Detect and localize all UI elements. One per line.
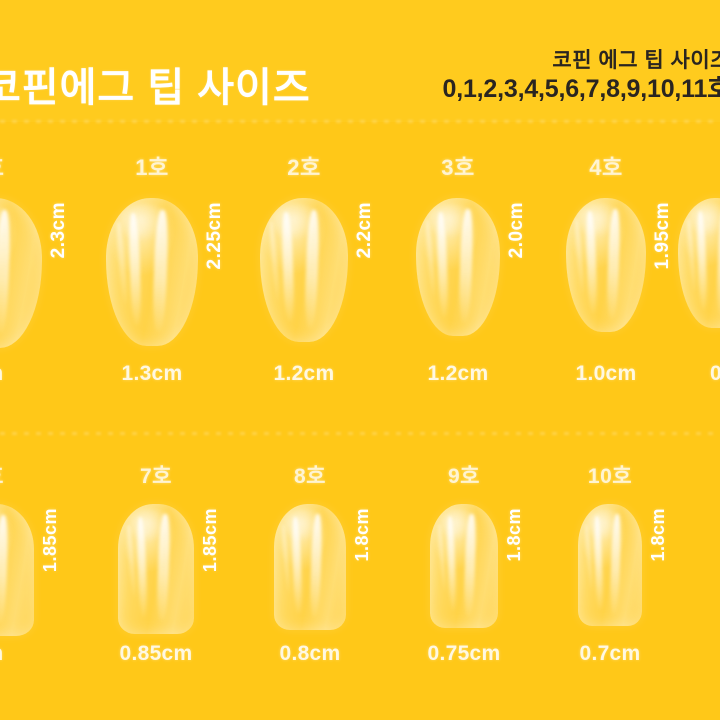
nail-tip-image bbox=[0, 198, 42, 348]
nail-length-label: 1.85cm bbox=[200, 508, 220, 573]
nail-width-label: 0.8cm bbox=[279, 642, 341, 665]
size-number-label: 호 bbox=[0, 460, 66, 490]
nail-width-label: 1.2cm bbox=[427, 362, 489, 385]
nail-tip-shape bbox=[678, 198, 720, 328]
header-size-list: 0,1,2,3,4,5,6,7,8,9,10,11호 bbox=[442, 75, 720, 104]
nail-tip-image bbox=[578, 504, 642, 626]
size-cell: 호 1.85cm m bbox=[0, 450, 66, 690]
nail-length-label: 2.25cm bbox=[204, 202, 225, 270]
nail-width-label: m bbox=[0, 362, 66, 386]
nail-tip-shape bbox=[0, 504, 34, 636]
nail-tip-shape bbox=[260, 198, 348, 342]
nail-tip-shape bbox=[0, 198, 42, 348]
nail-width-label: 1.2cm bbox=[273, 362, 335, 385]
size-number-label: 1호 bbox=[135, 155, 169, 180]
nail-streak-highlight bbox=[0, 514, 9, 623]
row-2: 호 1.85cm m 7호 1.85cm 0.85cm 8호 1.8cm 0.8cm 9호 1.8c… bbox=[0, 450, 720, 690]
nail-tip-shape bbox=[416, 198, 500, 336]
size-cell: 9호 1.8cm 0.75cm bbox=[392, 450, 536, 690]
size-number-label: 9호 bbox=[448, 465, 480, 488]
header-subtitle: 코핀 에그 팁 사이즈 bbox=[552, 49, 720, 72]
size-number-label: 2호 bbox=[287, 155, 321, 180]
header-right-text: 코핀 에그 팁 사이즈 0,1,2,3,4,5,6,7,8,9,10,11호 bbox=[443, 48, 720, 106]
header: 코핀에그 팁 사이즈 코핀 에그 팁 사이즈 0,1,2,3,4,5,6,7,8… bbox=[0, 40, 720, 120]
size-number-label: 7호 bbox=[140, 465, 172, 488]
nail-width-label: 1.0cm bbox=[575, 362, 637, 385]
size-cell: 7호 1.85cm 0.85cm bbox=[84, 450, 228, 690]
size-cell: 3호 2.0cm 1.2cm bbox=[386, 140, 530, 420]
divider-top bbox=[0, 120, 720, 123]
size-number-label: 8호 bbox=[294, 465, 326, 488]
nail-length-label: 2.3cm bbox=[48, 202, 69, 259]
nail-length-label: 1.8cm bbox=[504, 508, 524, 562]
nail-tip-shape bbox=[430, 504, 498, 628]
size-number-label: 호 bbox=[0, 150, 66, 182]
nail-tip-image bbox=[0, 504, 34, 636]
nail-tip-shape bbox=[118, 504, 194, 634]
nail-width-label: 0 bbox=[710, 362, 720, 385]
size-cell: 2호 2.2cm 1.2cm bbox=[232, 140, 376, 420]
nail-tip-shape bbox=[106, 198, 198, 346]
size-cell: 4호 1.95cm 1.0cm bbox=[534, 140, 678, 420]
divider-middle bbox=[0, 432, 720, 435]
nail-tip-image bbox=[566, 198, 646, 332]
size-cell: 1호 2.25cm 1.3cm bbox=[80, 140, 225, 420]
nail-tip-image bbox=[260, 198, 348, 342]
nail-width-label: 0.85cm bbox=[119, 642, 193, 665]
row-1: 호 2.3cm m 1호 2.25cm 1.3cm 2호 2.2cm 1.2cm 3호 2.0cm 1… bbox=[0, 140, 720, 420]
nail-tip-shape bbox=[274, 504, 346, 630]
size-cell: 호 2.3cm m bbox=[0, 140, 69, 420]
nail-length-label: 1.8cm bbox=[352, 508, 372, 562]
header-band bbox=[0, 0, 720, 122]
nail-length-label: 1.8cm bbox=[648, 508, 668, 562]
size-number-label: 3호 bbox=[441, 155, 475, 180]
nail-tip-image bbox=[118, 504, 194, 634]
size-number-label: 10호 bbox=[587, 465, 633, 488]
nail-width-label: 0.75cm bbox=[427, 642, 501, 665]
nail-tip-shape bbox=[578, 504, 642, 626]
nail-width-label: 1.3cm bbox=[121, 362, 183, 385]
nail-tip-image bbox=[416, 198, 500, 336]
size-number-label: 4호 bbox=[589, 155, 623, 180]
nail-length-label: 2.0cm bbox=[506, 202, 527, 259]
page-title: 코핀에그 팁 사이즈 bbox=[0, 66, 311, 110]
nail-tip-image bbox=[274, 504, 346, 630]
nail-tip-image bbox=[430, 504, 498, 628]
nail-tip-shape bbox=[566, 198, 646, 332]
nail-tip-image bbox=[678, 198, 720, 328]
nail-tip-image bbox=[106, 198, 198, 346]
nail-width-label: m bbox=[0, 642, 66, 666]
nail-width-label: 0.7cm bbox=[579, 642, 641, 665]
size-cell: 10호 1.8cm 0.7cm bbox=[538, 450, 682, 690]
size-cell: 8호 1.8cm 0.8cm bbox=[238, 450, 382, 690]
size-cell: 0 bbox=[644, 140, 720, 420]
nail-length-label: 1.85cm bbox=[40, 508, 60, 573]
nail-length-label: 2.2cm bbox=[354, 202, 375, 259]
